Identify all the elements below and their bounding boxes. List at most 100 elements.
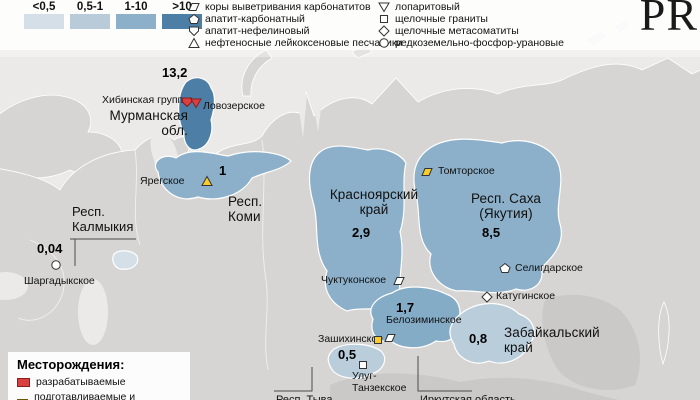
region-kalmykia [112,250,139,270]
type-label: щелочные метасоматиты [395,25,519,37]
choropleth-class: <0,5 [24,1,64,29]
inverted-pentagon-icon [189,26,199,37]
type-row: нефтеносные лейкоксеновые песчаники [188,37,402,49]
region-label-kalmykia: Респ. Калмыкия [72,204,134,234]
ob-gulf-1 [297,94,307,138]
marker-seligdarskoye-pentagon-icon [499,262,511,273]
leader-lines [70,238,472,392]
deposit-label: Хибинская группа [102,94,190,106]
marker-khibiny-inverted-pentagon-icon [182,97,192,108]
diamond-icon [378,25,390,37]
circle-icon [379,38,389,48]
region-borders [17,139,269,371]
value-murmansk: 13,2 [162,65,188,80]
type-row: лопаритовый [378,1,564,13]
region-label-tuva: Респ. Тыва [276,394,333,400]
class-swatch [70,14,110,29]
type-label: коры выветривания карбонатитов [205,1,371,13]
deposit-label: Катугинское [496,290,556,302]
type-label: нефтеносные лейкоксеновые песчаники [205,37,403,49]
region-zabaykalsky [449,302,535,364]
parallelogram-icon [188,3,200,11]
type-label: апатит-карбонатный [205,13,305,25]
landmass-scandinavia [0,94,123,179]
status-legend-title: Месторождения: [17,357,125,372]
type-row: щелочные метасоматиты [378,25,564,37]
type-label: лопаритовый [395,1,460,13]
choropleth-class: 1-10 [116,1,156,29]
type-row: редкоземельно-фосфор-урановые [378,37,564,49]
island-sakhalin [658,301,670,366]
deposit-label: Шаргадыкское [24,275,95,287]
leader-tuva [274,367,313,392]
marker-zashikhinskoye-square-icon [374,336,382,344]
developed-swatch [17,377,30,387]
region-label-zabaykalsky: Забайкальский край [504,325,600,356]
type-label: щелочные граниты [395,13,488,25]
island-novaya-zemlya [241,49,273,97]
status-label: разрабатываемые [36,376,126,388]
value-irkutsk: 1,7 [396,300,415,315]
value-yakutia: 8,5 [482,225,501,240]
deposit-label: Ловозерское [203,100,265,112]
value-tuva: 0,5 [338,347,357,362]
status-row: разрабатываемые [17,376,190,388]
deposit-label: Томторское [438,165,495,177]
triangle-icon [188,37,200,48]
region-label-irkutsk: Иркутская область [420,394,516,400]
deposit-label: Зашихинское [318,333,384,345]
marker-katuginskoye-diamond-icon [481,291,493,303]
region-tuva [327,343,386,379]
type-label: редкоземельно-фосфор-урановые [395,37,564,49]
deposit-label: Улуг-Танзекское [352,370,407,394]
legend-band-fade [0,50,700,57]
type-legend-left: коры выветривания карбонатитов апатит-ка… [188,1,402,49]
leader-kalmykia [70,238,136,266]
class-label: <0,5 [32,1,56,13]
value-kalmykia: 0,04 [37,241,63,256]
class-swatch [116,14,156,29]
type-row: апатит-нефелиновый [188,25,402,37]
caspian-sea [78,279,108,345]
marker-chuktukonskoye-parallelogram-icon [393,277,405,285]
marker-ulug-tanzekskoye-square-icon [359,361,367,369]
marker-beloziminskoye-parallelogram-icon [384,334,396,342]
class-label: >10 [172,1,192,13]
region-komi [154,151,292,200]
marker-tomtorskoye-parallelogram-icon [421,168,433,176]
value-komi: 1 [219,163,227,178]
region-label-krasnoyarsk: Красноярский край [329,187,419,218]
choropleth-legend: <0,5 0,5-1 1-10 >10 [24,1,202,29]
type-row: щелочные граниты [378,13,564,25]
region-murmansk [178,77,216,151]
deposit-label: Селигдарское [515,262,583,274]
class-swatch [24,14,64,29]
deposit-label: Ярегское [140,175,185,187]
square-icon [380,15,388,23]
choropleth-class: 0,5-1 [70,1,110,29]
agency-logo: PR [639,0,698,40]
status-legend: Месторождения: разрабатываемые подготавл… [8,352,190,400]
choropleth-regions [112,77,562,379]
class-label: 0,5-1 [76,1,104,13]
status-label: подготавливаемые и разведываемые [34,391,136,400]
type-label: апатит-нефелиновый [205,25,310,37]
class-label: 1-10 [124,1,148,13]
value-zabaykalsky: 0,8 [469,331,488,346]
region-label-komi: Респ. Коми [228,194,263,225]
pentagon-icon [188,13,200,24]
region-label-murmansk: Мурманская обл. [109,108,188,139]
region-yakutia [413,138,562,294]
deposit-label: Чуктуконское [321,274,387,286]
leader-irkutsk [417,356,472,392]
marker-shargadykskoye-circle-icon [51,260,61,270]
black-sea [0,272,28,300]
status-row: подготавливаемые и разведываемые [17,391,190,400]
type-row: коры выветривания карбонатитов [188,1,402,13]
type-row: апатит-карбонатный [188,13,402,25]
ob-gulf-2 [313,100,322,132]
region-label-yakutia: Респ. Саха (Якутия) [471,191,541,222]
type-legend-right: лопаритовый щелочные граниты щелочные ме… [378,1,564,49]
region-irkutsk [370,286,461,349]
